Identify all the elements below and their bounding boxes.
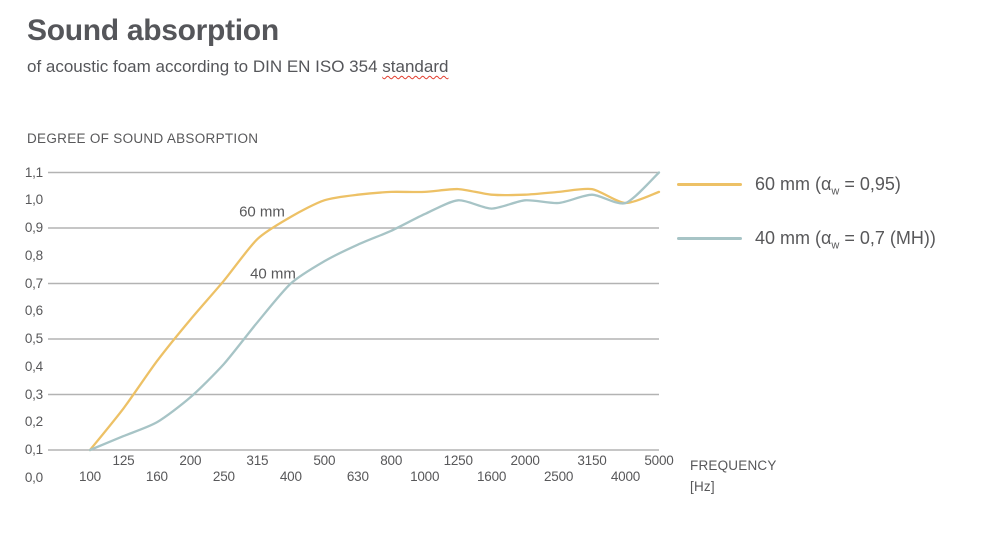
legend-swatch-60mm — [677, 183, 742, 186]
y-tick-label: 0,0 — [24, 469, 43, 485]
x-tick-label: 315 — [246, 453, 269, 468]
y-tick-label: 0,5 — [24, 331, 43, 346]
x-tick-label: 100 — [79, 469, 101, 484]
y-tick-label: 0,4 — [24, 358, 43, 374]
x-tick-label: 160 — [145, 469, 168, 484]
x-tick-label: 5000 — [644, 453, 674, 468]
x-tick-label: 500 — [313, 453, 336, 468]
x-tick-label: 630 — [346, 469, 369, 484]
x-axis-title: FREQUENCY [Hz] — [690, 455, 777, 497]
subtitle-misspelled-word: standard — [382, 57, 449, 76]
legend-label-40mm: 40 mm (αw = 0,7 (MH)) — [755, 228, 936, 252]
y-tick-label: 0,3 — [24, 386, 43, 402]
page-title: Sound absorption — [27, 14, 279, 47]
series-line-60-mm — [88, 187, 661, 452]
subtitle-text: of acoustic foam according to DIN EN ISO… — [27, 57, 383, 76]
legend-item-60mm: 60 mm (αw = 0,95) — [677, 170, 901, 206]
x-tick-label: 2500 — [543, 469, 574, 484]
x-tick-label: 3150 — [577, 453, 607, 468]
gridlines — [48, 171, 659, 451]
legend-item-40mm: 40 mm (αw = 0,7 (MH)) — [677, 224, 936, 260]
x-tick-label: 4000 — [610, 469, 641, 484]
y-tick-label: 0,2 — [24, 414, 43, 430]
y-tick-label: 0,8 — [24, 247, 43, 263]
y-tick-label: 0,1 — [24, 442, 43, 457]
x-axis-title-text: FREQUENCY — [690, 458, 777, 473]
series-inline-label: 60 mm — [239, 203, 285, 221]
x-tick-label: 1000 — [410, 469, 440, 484]
x-tick-label: 250 — [212, 469, 235, 484]
y-axis-title: DEGREE OF SOUND ABSORPTION — [27, 131, 259, 146]
x-tick-label: 1250 — [443, 453, 473, 468]
y-tick-label: 1,0 — [24, 192, 43, 208]
y-tick-label: 0,7 — [24, 275, 43, 291]
page-subtitle: of acoustic foam according to DIN EN ISO… — [27, 57, 448, 77]
legend-swatch-40mm — [677, 237, 742, 240]
y-tick-label: 0,9 — [24, 220, 43, 235]
x-tick-label: 1600 — [476, 469, 507, 484]
y-tick-label: 0,6 — [24, 303, 43, 319]
x-tick-label: 2000 — [510, 453, 540, 468]
x-tick-label: 200 — [179, 453, 202, 468]
series-line-40-mm — [88, 171, 661, 452]
x-tick-label: 400 — [279, 469, 302, 484]
series-inline-label: 40 mm — [250, 265, 296, 283]
x-tick-label: 125 — [112, 453, 135, 468]
series-paths — [88, 171, 661, 452]
x-tick-label: 800 — [380, 453, 403, 468]
legend-label-60mm: 60 mm (αw = 0,95) — [755, 174, 901, 198]
x-axis-unit: [Hz] — [690, 479, 715, 494]
y-tick-label: 1,1 — [24, 164, 43, 180]
